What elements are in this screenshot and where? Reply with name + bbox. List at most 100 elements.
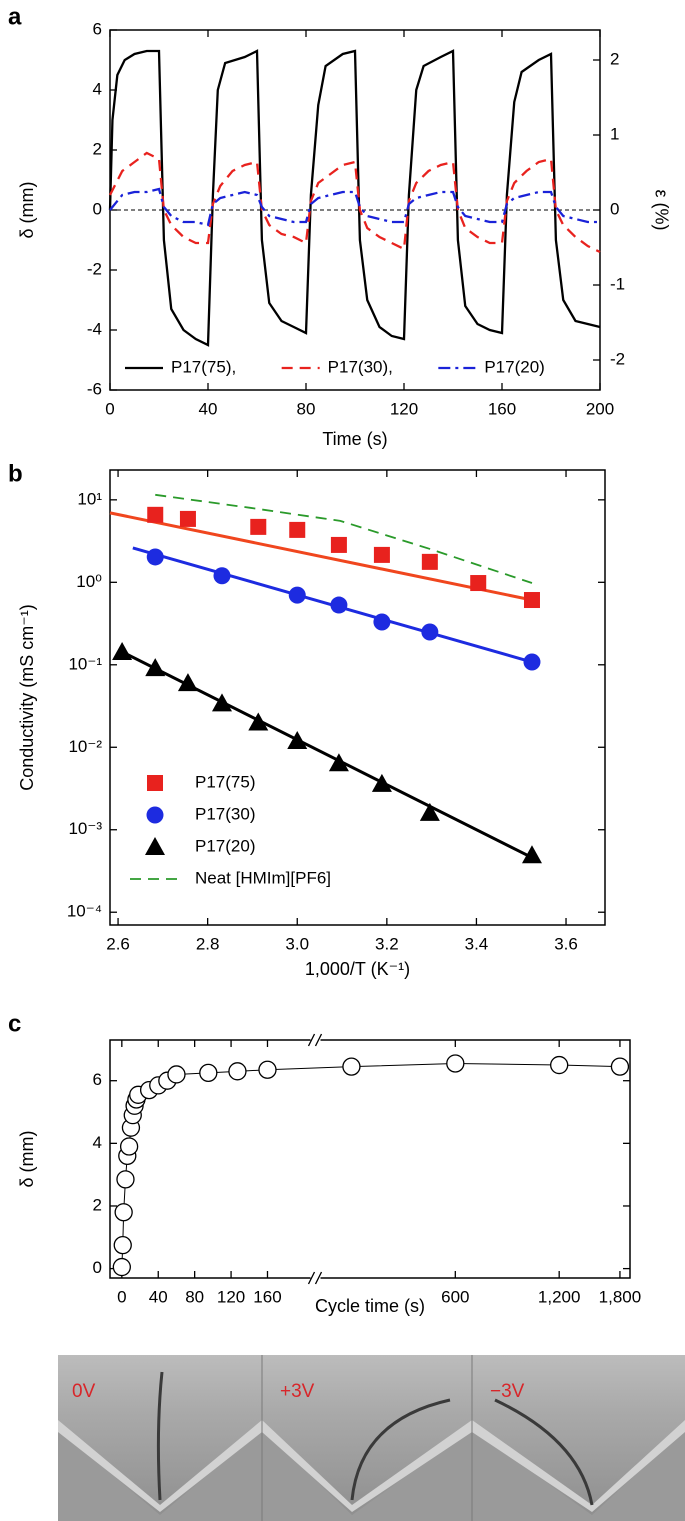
x-tick-label: 160 (488, 399, 516, 418)
marker (470, 575, 487, 592)
x-tick-label: 0 (117, 1287, 126, 1306)
marker (179, 510, 196, 527)
x-axis-label: Cycle time (s) (315, 1296, 425, 1316)
marker (289, 521, 306, 538)
axis-break (307, 1033, 316, 1047)
x-tick-label: 80 (297, 399, 316, 418)
photo-label: 0V (72, 1381, 96, 1402)
marker (199, 1063, 218, 1083)
axis-break (314, 1271, 323, 1285)
data-line (155, 493, 533, 584)
y-tick-label: -2 (87, 259, 102, 278)
x-tick-label: 40 (149, 1287, 168, 1306)
y-axis-label: Conductivity (mS cm⁻¹) (17, 604, 37, 791)
photo-highlight (472, 1420, 685, 1512)
marker (112, 641, 133, 660)
marker (147, 506, 164, 523)
data-line (108, 49, 601, 347)
x-tick-label: 3.4 (465, 934, 489, 953)
marker (421, 623, 439, 641)
fit-line (109, 511, 533, 602)
marker (328, 753, 349, 772)
marker (114, 1203, 133, 1222)
data-line (109, 187, 600, 227)
photo: 0V +3V −3V (58, 1355, 685, 1521)
y-tick-label: 0 (93, 199, 102, 218)
x-tick-label: 1,800 (599, 1287, 642, 1306)
marker (145, 658, 166, 677)
legend-label: P17(75), (171, 357, 236, 376)
marker (177, 673, 198, 692)
marker (146, 548, 164, 566)
x-tick-label: 3.6 (554, 934, 578, 953)
actuator-strip (494, 1398, 594, 1506)
y2-tick-label: 0 (610, 199, 619, 218)
y-tick-label: 2 (93, 1195, 102, 1214)
marker (145, 837, 165, 855)
y-tick-label: 10⁻¹ (68, 654, 102, 673)
marker (550, 1055, 569, 1075)
marker (419, 802, 440, 821)
marker (147, 775, 163, 791)
y-tick-label: 10⁻³ (68, 819, 102, 838)
marker (521, 845, 542, 864)
marker (446, 1054, 465, 1073)
data-line (121, 1062, 620, 1268)
actuator-strip (350, 1398, 451, 1501)
marker (373, 546, 390, 563)
marker (371, 773, 392, 792)
axis-break-gap (310, 1275, 321, 1281)
marker (330, 536, 347, 553)
photo-label: +3V (280, 1381, 315, 1402)
y-tick-label: 10⁰ (76, 572, 102, 591)
y-tick-label: -6 (87, 379, 102, 398)
y2-tick-label: -2 (610, 349, 625, 368)
marker (228, 1062, 247, 1081)
y-tick-label: 6 (93, 19, 102, 38)
actuator-strip (156, 1371, 164, 1501)
x-tick-label: 3.2 (375, 934, 399, 953)
plot-frame (109, 469, 606, 926)
x-tick-label: 200 (586, 399, 614, 418)
x-tick-label: 2.6 (106, 934, 130, 953)
y-tick-label: 10⁻² (68, 737, 102, 756)
y-tick-label: 4 (93, 79, 102, 98)
photo-shadow (472, 1430, 685, 1521)
marker (288, 586, 306, 604)
y-tick-label: 0 (93, 1258, 102, 1277)
y-axis-label: δ (mm) (17, 1131, 37, 1188)
marker (167, 1065, 186, 1084)
panel-label: a (8, 3, 22, 30)
photo-label: −3V (490, 1381, 525, 1402)
marker (421, 553, 438, 570)
x-tick-label: 120 (217, 1287, 245, 1306)
y-tick-label: 2 (93, 139, 102, 158)
fit-line (117, 648, 533, 859)
marker (146, 806, 164, 824)
marker (116, 1170, 135, 1189)
y-axis-label: δ (mm) (17, 182, 37, 239)
marker (112, 1257, 131, 1277)
x-tick-label: 120 (390, 399, 418, 418)
plot-frame (109, 1039, 631, 1279)
legend-label: P17(20) (195, 836, 255, 855)
legend-label: Neat [HMIm][PF6] (195, 868, 331, 887)
x-tick-label: 3.0 (285, 934, 309, 953)
photo-highlight (262, 1420, 472, 1512)
y2-tick-label: -1 (610, 274, 625, 293)
x-tick-label: 80 (185, 1287, 204, 1306)
marker (211, 693, 232, 712)
marker (213, 567, 231, 585)
y2-tick-label: 1 (610, 124, 619, 143)
marker (248, 712, 269, 731)
photo-shadow (262, 1430, 472, 1521)
axis-break-gap (310, 1037, 321, 1043)
x-tick-label: 2.8 (196, 934, 220, 953)
x-tick-label: 160 (253, 1287, 281, 1306)
marker (330, 596, 348, 614)
legend-label: P17(30), (328, 357, 393, 376)
axis-break (314, 1033, 323, 1047)
x-tick-label: 40 (199, 399, 218, 418)
marker (523, 592, 540, 609)
